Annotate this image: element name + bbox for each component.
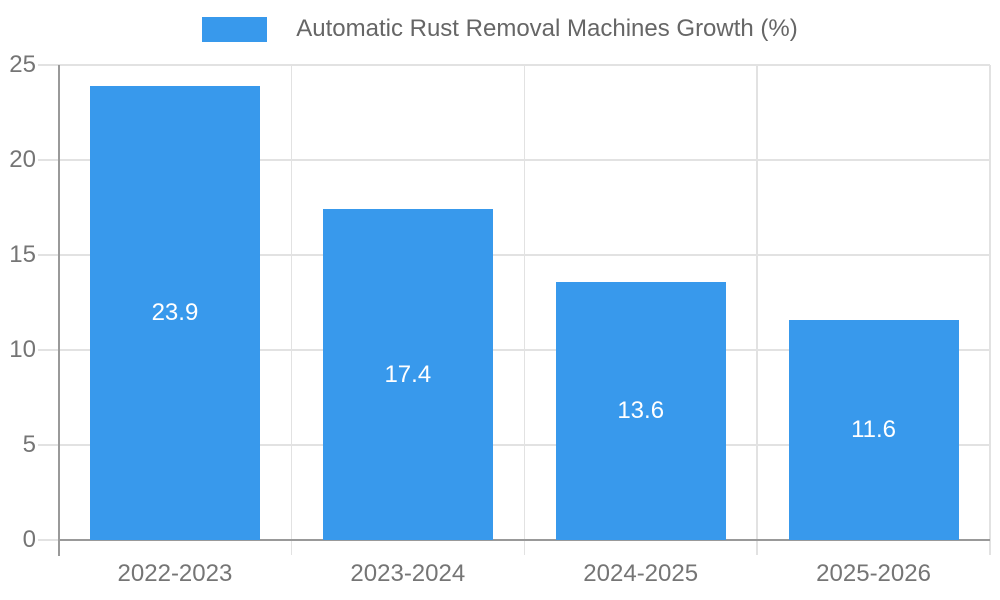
bar[interactable]: 23.9: [89, 85, 260, 540]
gridline-horizontal: [38, 349, 990, 351]
bar[interactable]: 11.6: [788, 319, 959, 540]
y-axis-tick: [38, 539, 59, 541]
x-tick-label: 2023-2024: [350, 560, 466, 587]
gridline-horizontal: [38, 64, 990, 66]
legend-label: Automatic Rust Removal Machines Growth (…: [296, 15, 798, 42]
gridline-vertical: [290, 65, 293, 555]
bar-value-label: 13.6: [617, 396, 665, 424]
y-axis-line: [57, 65, 60, 556]
bar-value-label: 11.6: [851, 415, 897, 443]
gridline-horizontal: [38, 159, 990, 161]
y-tick-label: 25: [9, 51, 36, 78]
y-tick-label: 15: [9, 241, 36, 268]
bar[interactable]: 17.4: [322, 209, 493, 540]
bar-value-label: 17.4: [384, 360, 432, 388]
gridline-horizontal: [38, 444, 990, 446]
gridline-vertical: [523, 65, 525, 555]
y-tick-label: 0: [22, 526, 36, 553]
x-tick-label: 2025-2026: [816, 560, 931, 587]
gridline-vertical: [989, 65, 991, 555]
y-tick-label: 10: [9, 336, 36, 363]
bar[interactable]: 13.6: [555, 281, 726, 540]
gridline-vertical: [756, 65, 758, 555]
legend-swatch-icon: [202, 16, 268, 42]
gridline-horizontal: [38, 254, 990, 256]
y-tick-label: 5: [22, 431, 36, 458]
y-tick-label: 20: [9, 146, 36, 173]
legend-item[interactable]: Automatic Rust Removal Machines Growth (…: [0, 14, 1000, 44]
x-tick-label: 2022-2023: [117, 560, 233, 587]
x-axis-line: [57, 539, 990, 541]
x-tick-label: 2024-2025: [583, 560, 699, 587]
bar-value-label: 23.9: [151, 298, 199, 326]
